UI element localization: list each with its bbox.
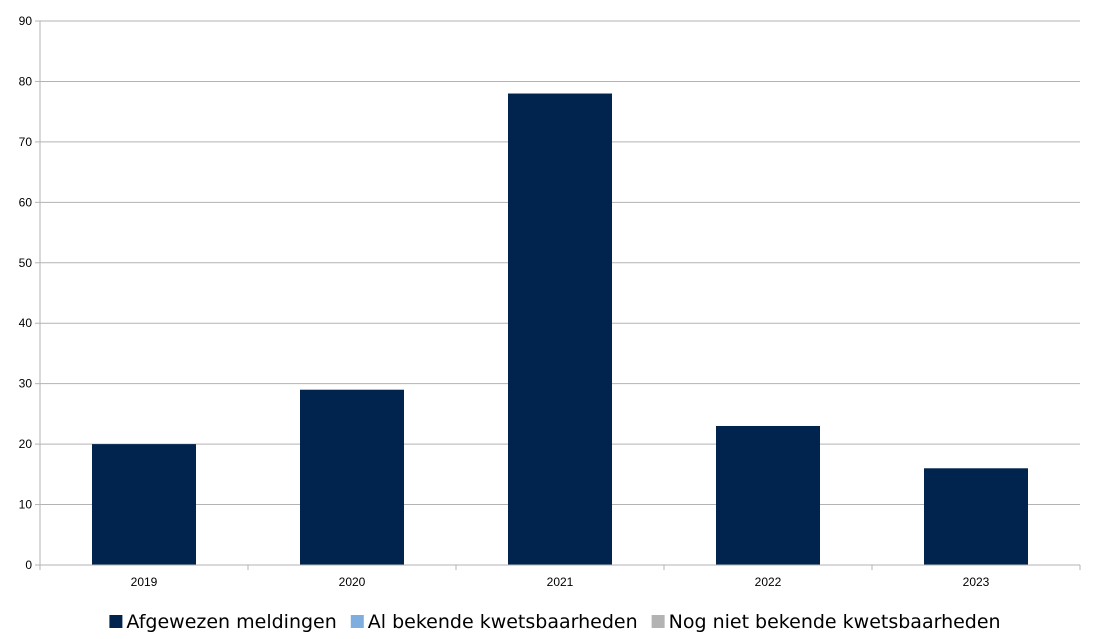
legend: Afgewezen meldingen Al bekende kwetsbaarh… (109, 611, 1001, 633)
bar-2019 (92, 444, 196, 565)
bar-2023 (924, 468, 1028, 565)
y-axis-tick-labels: 0 10 20 30 40 50 60 70 80 90 (19, 14, 33, 572)
x-tick-label: 2022 (755, 575, 782, 589)
legend-label: Nog niet bekende kwetsbaarheden (669, 611, 1001, 633)
y-tick-label: 30 (19, 377, 33, 391)
legend-item: Al bekende kwetsbaarheden (350, 611, 638, 633)
y-tick-label: 10 (19, 498, 33, 512)
legend-swatch (651, 615, 665, 628)
legend-label: Al bekende kwetsbaarheden (368, 611, 638, 633)
bar-2021 (508, 93, 612, 566)
y-tick-label: 70 (19, 135, 33, 149)
y-tick-label: 0 (25, 558, 32, 572)
y-tick-label: 50 (19, 256, 33, 270)
x-tick-label: 2021 (547, 575, 574, 589)
legend-item: Afgewezen meldingen (109, 611, 337, 633)
legend-label: Afgewezen meldingen (126, 611, 336, 633)
y-tick-label: 80 (19, 74, 33, 88)
legend-swatch (109, 615, 123, 628)
legend-swatch (350, 615, 364, 628)
y-tick-label: 60 (19, 195, 33, 209)
x-tick-label: 2023 (963, 575, 990, 589)
legend-item: Nog niet bekende kwetsbaarheden (651, 611, 1001, 633)
axes (35, 20, 1081, 570)
bars (92, 93, 1028, 566)
x-axis-tick-labels: 2019 2020 2021 2022 2023 (131, 575, 990, 589)
bar-2022 (716, 425, 820, 565)
y-tick-label: 40 (19, 316, 33, 330)
y-tick-label: 90 (19, 14, 33, 28)
bar-2020 (300, 389, 404, 565)
x-tick-label: 2020 (339, 575, 366, 589)
y-tick-label: 20 (19, 437, 33, 451)
x-tick-label: 2019 (131, 575, 158, 589)
